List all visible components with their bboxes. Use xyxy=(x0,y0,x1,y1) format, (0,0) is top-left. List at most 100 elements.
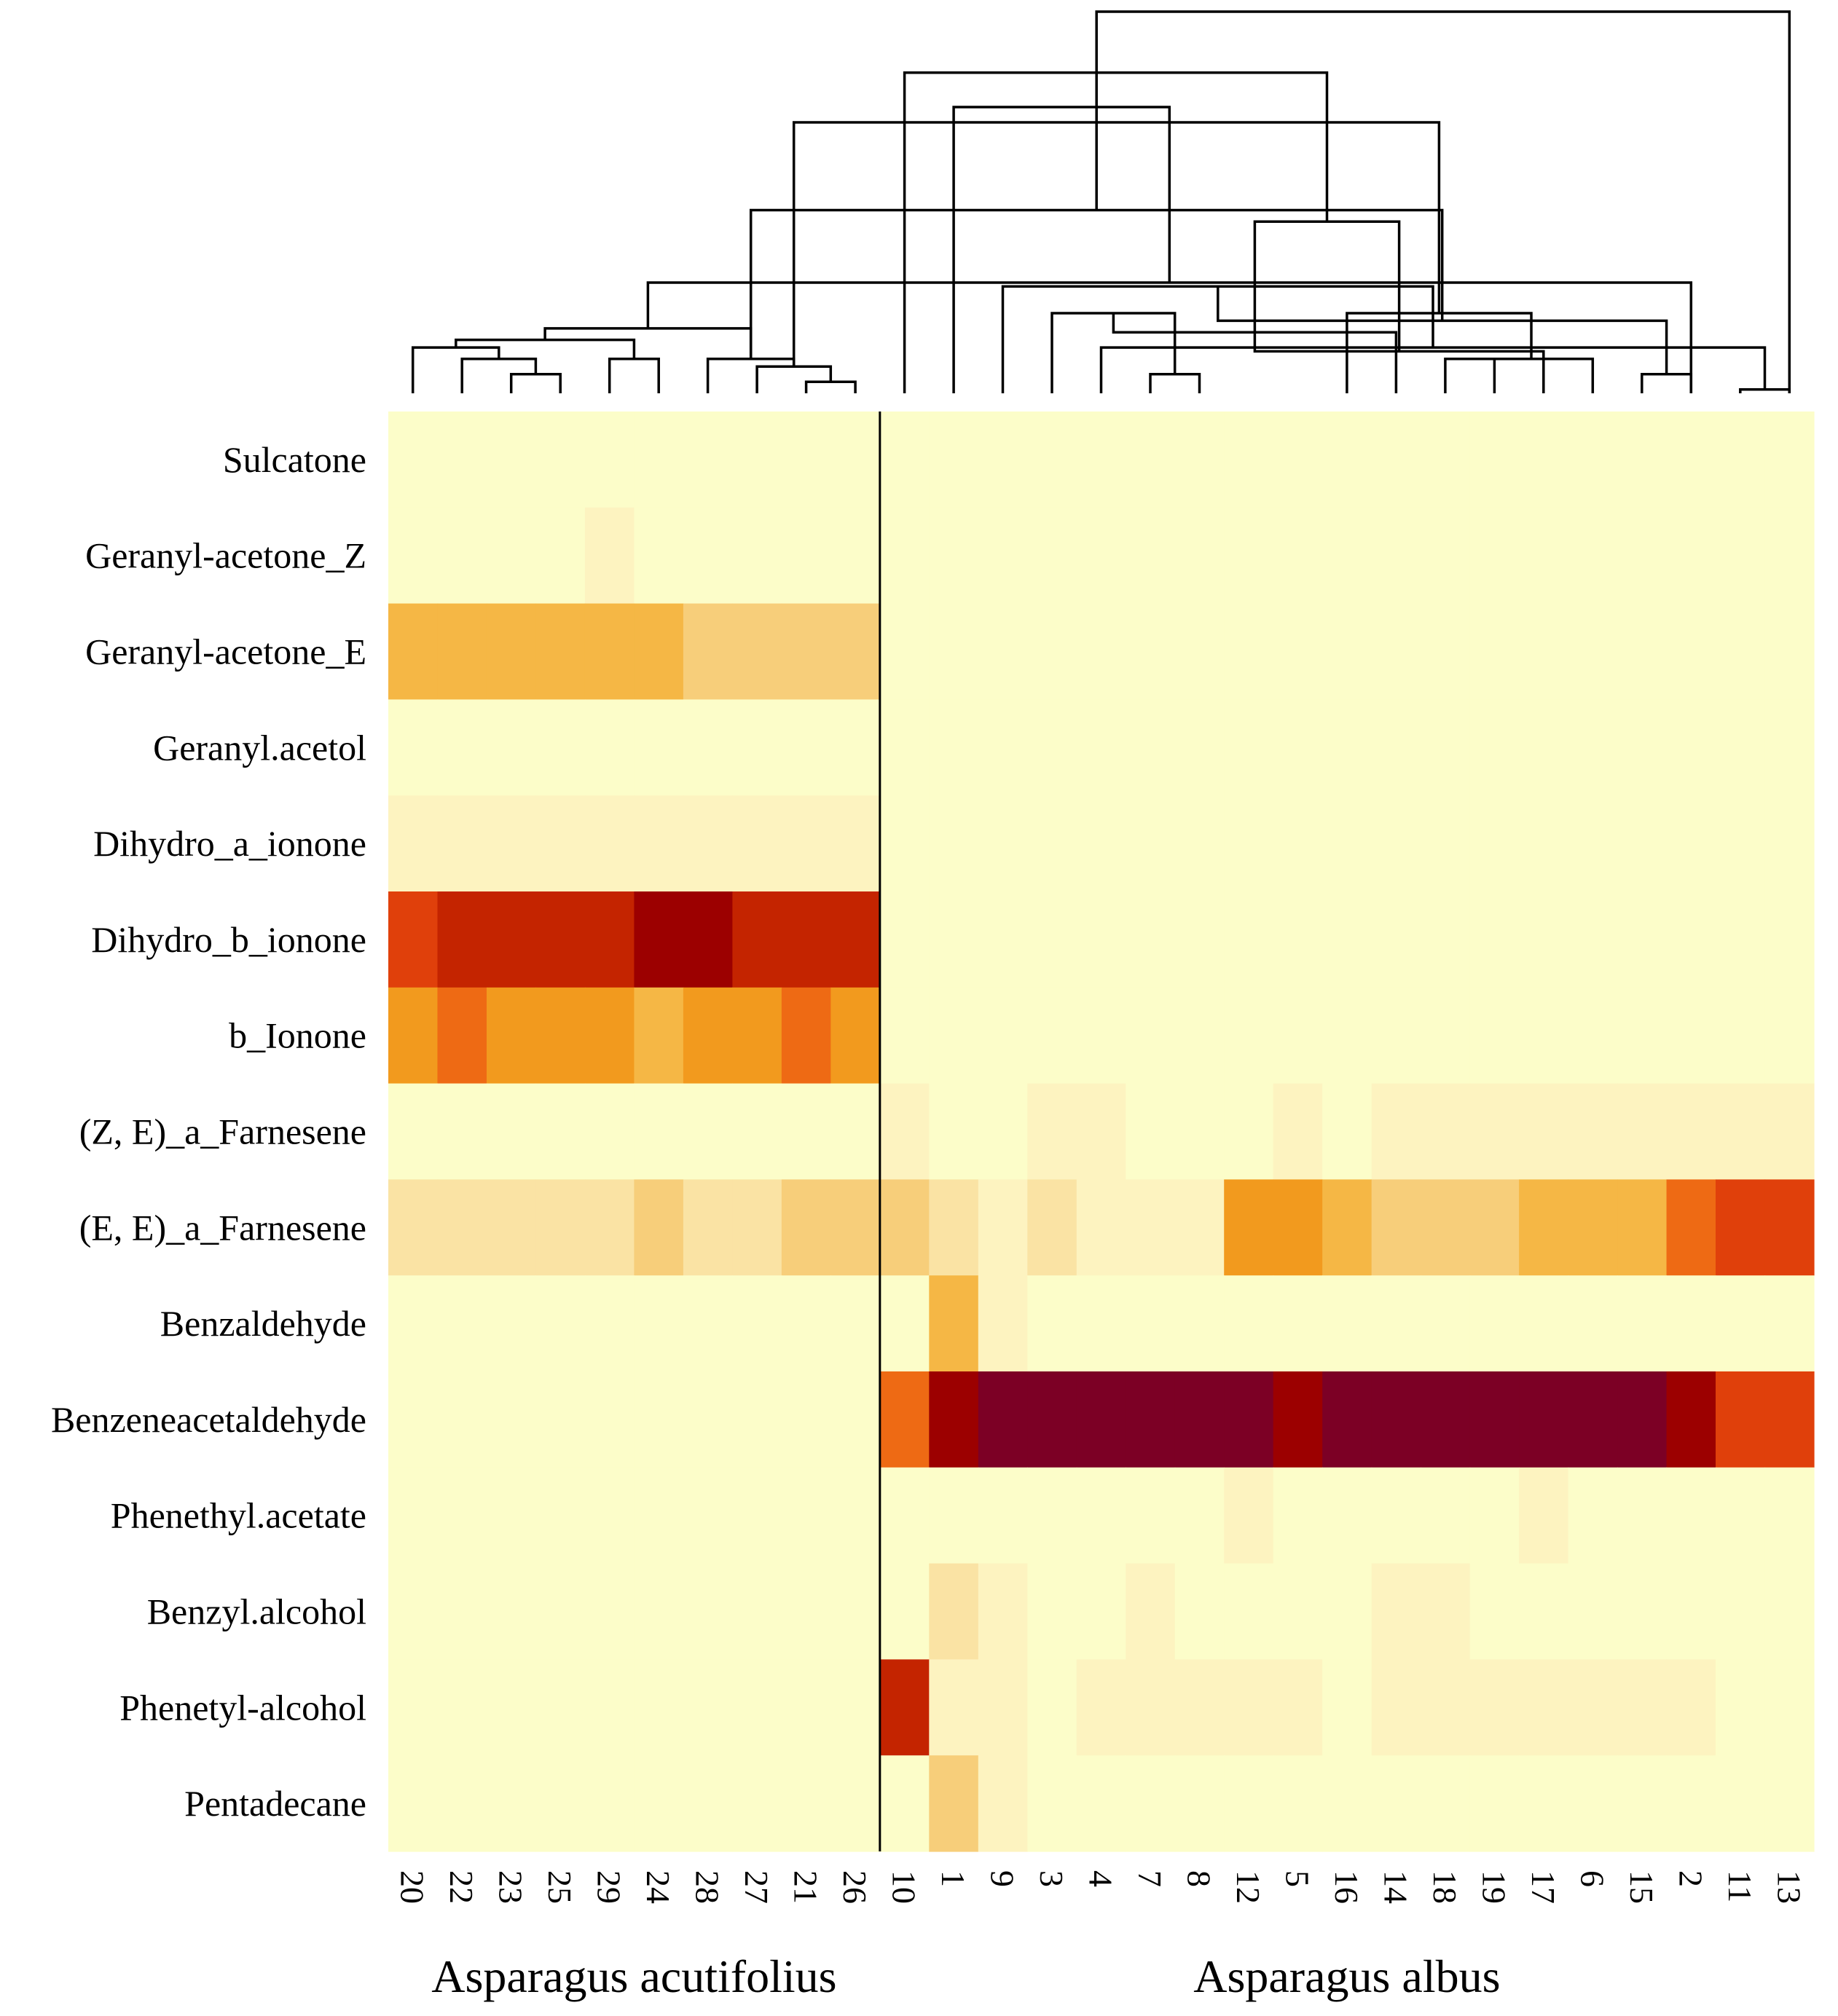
heatmap-cell-dihydro-b-ionone-col-16 xyxy=(1322,891,1372,988)
heatmap-cell-z-e-a-farnesene-col-19 xyxy=(1469,1083,1520,1180)
heatmap-cell-geranyl-acetone-e-col-16 xyxy=(1322,603,1372,700)
row-label-benzaldehyde: Benzaldehyde xyxy=(160,1303,366,1344)
heatmap-cell-e-e-a-farnesene-col-11 xyxy=(1716,1179,1766,1276)
heatmap-cell-e-e-a-farnesene-col-28 xyxy=(683,1179,733,1276)
heatmap-cell-phenetyl-alcohol-col-29 xyxy=(584,1659,635,1756)
heatmap-cell-b-ionone-col-12 xyxy=(1224,987,1274,1084)
heatmap-cell-b-ionone-col-25 xyxy=(535,987,586,1084)
heatmap-cell-b-ionone-col-6 xyxy=(1568,987,1618,1084)
heatmap-cell-z-e-a-farnesene-col-10 xyxy=(879,1083,930,1180)
heatmap-cell-geranyl-acetone-e-col-14 xyxy=(1371,603,1421,700)
heatmap-cell-e-e-a-farnesene-col-13 xyxy=(1764,1179,1815,1276)
column-label-13: 13 xyxy=(1770,1870,1807,1904)
heatmap-cell-benzyl-alcohol-col-12 xyxy=(1224,1563,1274,1660)
heatmap-cell-dihydro-b-ionone-col-18 xyxy=(1421,891,1471,988)
heatmap-cell-benzeneacetaldehyde-col-24 xyxy=(634,1371,684,1468)
heatmap-cell-sulcatone-col-11 xyxy=(1716,412,1766,508)
heatmap-cell-sulcatone-col-21 xyxy=(781,412,831,508)
heatmap-cell-pentadecane-col-29 xyxy=(584,1755,635,1852)
heatmap-cell-dihydro-a-ionone-col-1 xyxy=(929,795,979,892)
heatmap-cell-dihydro-a-ionone-col-17 xyxy=(1519,795,1569,892)
dendrogram-branch-24 xyxy=(749,208,1444,359)
heatmap-cell-dihydro-b-ionone-col-15 xyxy=(1617,891,1668,988)
heatmap-cell-phenetyl-alcohol-col-23 xyxy=(486,1659,537,1756)
heatmap-cell-phenethyl-acetate-col-11 xyxy=(1716,1467,1766,1564)
dendrogram-branch-8 xyxy=(706,358,796,393)
heatmap-cell-dihydro-b-ionone-col-8 xyxy=(1174,891,1225,988)
heatmap-cell-b-ionone-col-10 xyxy=(879,987,930,1084)
heatmap-cell-e-e-a-farnesene-col-9 xyxy=(978,1179,1028,1276)
heatmap-cell-dihydro-b-ionone-col-21 xyxy=(781,891,831,988)
heatmap-cell-benzyl-alcohol-col-29 xyxy=(584,1563,635,1660)
heatmap-cell-dihydro-a-ionone-col-6 xyxy=(1568,795,1618,892)
heatmap-cell-benzaldehyde-col-27 xyxy=(732,1275,782,1372)
heatmap-cell-benzaldehyde-col-5 xyxy=(1273,1275,1323,1372)
heatmap-cell-b-ionone-col-28 xyxy=(683,987,733,1084)
heatmap-cell-b-ionone-col-8 xyxy=(1174,987,1225,1084)
column-labels: 20 22 23 25 29 24 28 27 21 26 10 1 9 3 4 7 8 12 5 16 14 18 19 1… xyxy=(394,1870,1808,1904)
heatmap-cell-e-e-a-farnesene-col-7 xyxy=(1126,1179,1176,1276)
heatmap-cell-benzeneacetaldehyde-col-10 xyxy=(879,1371,930,1468)
heatmap-cell-pentadecane-col-4 xyxy=(1076,1755,1126,1852)
heatmap-cell-geranyl-acetol-col-21 xyxy=(781,699,831,796)
heatmap-cell-benzaldehyde-col-22 xyxy=(437,1275,487,1372)
heatmap-cell-benzyl-alcohol-col-17 xyxy=(1519,1563,1569,1660)
row-label-e-e-a-farnesene: (E, E)_a_Farnesene xyxy=(79,1207,366,1248)
heatmap-cell-geranyl-acetol-col-1 xyxy=(929,699,979,796)
column-label-16: 16 xyxy=(1328,1870,1365,1904)
column-label-21: 21 xyxy=(788,1870,825,1904)
heatmap-cell-dihydro-b-ionone-col-24 xyxy=(634,891,684,988)
heatmap-cell-pentadecane-col-21 xyxy=(781,1755,831,1852)
heatmap-cell-geranyl-acetone-z-col-21 xyxy=(781,507,831,605)
heatmap-cell-z-e-a-farnesene-col-11 xyxy=(1716,1083,1766,1180)
heatmap-cell-benzyl-alcohol-col-20 xyxy=(388,1563,439,1660)
heatmap-cell-benzeneacetaldehyde-col-28 xyxy=(683,1371,733,1468)
heatmap-cell-sulcatone-col-4 xyxy=(1076,412,1126,508)
heatmap-cell-sulcatone-col-14 xyxy=(1371,412,1421,508)
heatmap-cell-geranyl-acetol-col-5 xyxy=(1273,699,1323,796)
column-label-8: 8 xyxy=(1181,1870,1218,1887)
heatmap-cell-benzeneacetaldehyde-col-20 xyxy=(388,1371,439,1468)
heatmap-cell-b-ionone-col-13 xyxy=(1764,987,1815,1084)
heatmap-cell-geranyl-acetone-e-col-13 xyxy=(1764,603,1815,700)
heatmap-cell-phenetyl-alcohol-col-9 xyxy=(978,1659,1028,1756)
heatmap-cell-dihydro-a-ionone-col-16 xyxy=(1322,795,1372,892)
heatmap-cell-dihydro-b-ionone-col-22 xyxy=(437,891,487,988)
heatmap-cell-phenethyl-acetate-col-6 xyxy=(1568,1467,1618,1564)
heatmap-cell-pentadecane-col-26 xyxy=(830,1755,881,1852)
heatmap-cell-benzeneacetaldehyde-col-18 xyxy=(1421,1371,1471,1468)
heatmap-cell-sulcatone-col-2 xyxy=(1666,412,1716,508)
heatmap-cell-sulcatone-col-1 xyxy=(929,412,979,508)
column-label-15: 15 xyxy=(1623,1870,1660,1904)
heatmap-cell-dihydro-a-ionone-col-8 xyxy=(1174,795,1225,892)
heatmap-cell-benzaldehyde-col-14 xyxy=(1371,1275,1421,1372)
heatmap-cell-benzeneacetaldehyde-col-3 xyxy=(1027,1371,1077,1468)
dendrogram-branch-2 xyxy=(460,358,538,393)
dendrogram-branch-9 xyxy=(543,327,753,359)
heatmap-cell-sulcatone-col-23 xyxy=(486,412,537,508)
heatmap-cell-geranyl-acetone-z-col-26 xyxy=(830,507,881,605)
heatmap-cell-sulcatone-col-6 xyxy=(1568,412,1618,508)
heatmap-cell-z-e-a-farnesene-col-27 xyxy=(732,1083,782,1180)
heatmap-cell-phenethyl-acetate-col-5 xyxy=(1273,1467,1323,1564)
heatmap-cell-benzaldehyde-col-20 xyxy=(388,1275,439,1372)
heatmap-cell-geranyl-acetone-z-col-29 xyxy=(584,507,635,605)
heatmap-cell-geranyl-acetol-col-27 xyxy=(732,699,782,796)
heatmap-cell-dihydro-a-ionone-col-18 xyxy=(1421,795,1471,892)
heatmap-cell-benzyl-alcohol-col-10 xyxy=(879,1563,930,1660)
heatmap-cell-z-e-a-farnesene-col-12 xyxy=(1224,1083,1274,1180)
heatmap-cell-pentadecane-col-19 xyxy=(1469,1755,1520,1852)
heatmap-cell-dihydro-b-ionone-col-3 xyxy=(1027,891,1077,988)
heatmap-cell-geranyl-acetone-z-col-13 xyxy=(1764,507,1815,605)
heatmap-cell-z-e-a-farnesene-col-2 xyxy=(1666,1083,1716,1180)
row-label-geranyl-acetone-e: Geranyl-acetone_E xyxy=(85,631,366,672)
column-label-19: 19 xyxy=(1475,1870,1512,1904)
heatmap-cell-phenetyl-alcohol-col-2 xyxy=(1666,1659,1716,1756)
heatmap-cell-phenetyl-alcohol-col-19 xyxy=(1469,1659,1520,1756)
heatmap-cell-phenethyl-acetate-col-24 xyxy=(634,1467,684,1564)
heatmap-cell-e-e-a-farnesene-col-3 xyxy=(1027,1179,1077,1276)
heatmap-cell-benzyl-alcohol-col-15 xyxy=(1617,1563,1668,1660)
heatmap-cell-benzyl-alcohol-col-22 xyxy=(437,1563,487,1660)
heatmap-cell-geranyl-acetol-col-20 xyxy=(388,699,439,796)
heatmap-cell-benzyl-alcohol-col-19 xyxy=(1469,1563,1520,1660)
